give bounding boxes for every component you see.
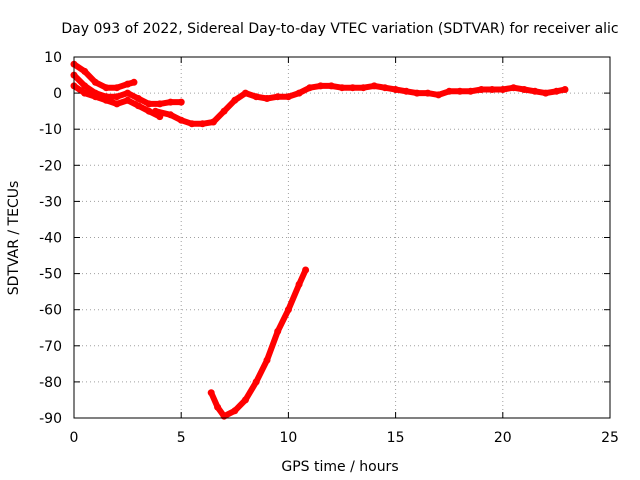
point-arc-4-2 <box>177 116 185 124</box>
x-tick-label-3: 15 <box>387 430 405 446</box>
series-arc-5 <box>208 267 309 420</box>
point-arc-4-17 <box>338 84 346 92</box>
y-tick-label-1: 0 <box>53 86 62 102</box>
point-arc-4-1 <box>167 111 174 119</box>
point-arc-5-7 <box>274 327 282 335</box>
point-arc-4-30 <box>477 86 485 93</box>
point-arc-5-5 <box>252 378 260 386</box>
point-arc-3-1 <box>81 89 89 97</box>
point-arc-2-8 <box>156 100 164 108</box>
chart-title: Day 093 of 2022, Sidereal Day-to-day VTE… <box>61 21 618 37</box>
y-tick-label-8: -70 <box>39 339 62 355</box>
point-arc-5-4 <box>242 396 249 404</box>
point-arc-5-10 <box>302 266 310 274</box>
point-arc-4-14 <box>306 84 314 92</box>
point-arc-4-12 <box>284 93 292 101</box>
point-arc-4-24 <box>413 89 421 97</box>
point-arc-4-0 <box>152 107 159 115</box>
point-arc-4-36 <box>542 89 550 97</box>
point-arc-3-7 <box>145 107 153 115</box>
point-arc-5-3 <box>231 407 239 415</box>
point-arc-4-13 <box>295 89 303 97</box>
x-tick-label-1: 5 <box>177 430 186 446</box>
point-arc-1-5 <box>124 80 132 88</box>
point-arc-1-4 <box>113 84 121 92</box>
point-arc-4-20 <box>370 82 378 90</box>
point-arc-2-10 <box>177 98 185 106</box>
y-tick-label-6: -50 <box>39 267 62 283</box>
point-arc-4-3 <box>188 120 196 128</box>
point-arc-4-27 <box>445 87 453 95</box>
point-arc-2-7 <box>145 100 153 108</box>
point-arc-4-16 <box>327 82 335 90</box>
point-arc-3-5 <box>124 96 132 104</box>
point-arc-2-4 <box>113 93 121 101</box>
data-series <box>70 60 569 420</box>
x-tick-label-4: 20 <box>494 430 512 446</box>
point-arc-4-25 <box>424 89 432 97</box>
point-arc-4-8 <box>242 89 249 97</box>
y-tick-label-3: -20 <box>39 158 62 174</box>
point-arc-1-6 <box>130 78 138 86</box>
point-arc-1-1 <box>81 67 89 75</box>
point-arc-5-0 <box>207 389 215 397</box>
point-arc-5-8 <box>284 306 292 314</box>
point-arc-4-4 <box>199 120 207 128</box>
point-arc-4-15 <box>317 82 325 90</box>
point-arc-4-31 <box>488 86 496 93</box>
point-arc-4-10 <box>263 95 271 102</box>
point-arc-4-22 <box>392 86 400 93</box>
point-arc-4-34 <box>520 86 528 93</box>
grid-lines <box>74 57 610 418</box>
x-axis-label: GPS time / hours <box>281 459 398 475</box>
point-arc-4-37 <box>552 87 560 95</box>
y-tick-label-7: -60 <box>39 303 62 319</box>
point-arc-4-18 <box>349 84 357 92</box>
point-arc-2-6 <box>134 95 142 102</box>
y-tick-label-9: -80 <box>39 375 62 391</box>
y-tick-label-0: 10 <box>44 50 62 66</box>
point-arc-5-9 <box>295 280 303 288</box>
point-arc-1-2 <box>91 78 99 86</box>
point-arc-3-3 <box>102 96 110 104</box>
point-arc-1-3 <box>102 84 110 92</box>
point-arc-4-5 <box>209 118 217 126</box>
point-arc-4-19 <box>359 84 367 92</box>
y-axis-label: SDTVAR / TECUs <box>6 181 22 296</box>
x-tick-label-5: 25 <box>601 430 619 446</box>
y-axis-ticks: 10 0 -10 -20 -30 -40 -50 -60 -70 -80 -90 <box>39 50 610 427</box>
point-arc-4-26 <box>435 91 442 99</box>
point-arc-4-23 <box>402 87 410 95</box>
point-arc-4-21 <box>381 84 389 92</box>
point-arc-5-6 <box>263 356 271 364</box>
y-tick-label-2: -10 <box>39 122 62 138</box>
x-tick-label-0: 0 <box>70 430 79 446</box>
point-arc-2-1 <box>81 82 89 90</box>
y-tick-label-10: -90 <box>39 411 62 427</box>
point-arc-4-28 <box>456 87 464 95</box>
point-arc-4-11 <box>274 93 282 101</box>
point-arc-4-6 <box>220 107 228 115</box>
point-arc-5-2 <box>220 412 228 420</box>
point-arc-4-35 <box>531 87 539 95</box>
point-arc-2-9 <box>167 98 174 106</box>
point-arc-4-9 <box>252 93 260 101</box>
point-arc-4-29 <box>467 87 475 95</box>
point-arc-4-7 <box>231 96 239 104</box>
point-arc-4-38 <box>561 86 569 93</box>
point-arc-5-1 <box>214 403 222 411</box>
point-arc-3-6 <box>134 102 142 110</box>
point-arc-2-5 <box>124 89 132 97</box>
point-arc-3-2 <box>91 93 99 101</box>
point-arc-3-4 <box>113 100 121 108</box>
x-axis-ticks: 0 5 10 15 20 25 <box>70 57 619 446</box>
y-tick-label-4: -30 <box>39 194 62 210</box>
y-tick-label-5: -40 <box>39 231 62 247</box>
point-arc-4-32 <box>499 86 507 93</box>
x-tick-label-2: 10 <box>279 430 297 446</box>
point-arc-4-33 <box>510 84 517 92</box>
